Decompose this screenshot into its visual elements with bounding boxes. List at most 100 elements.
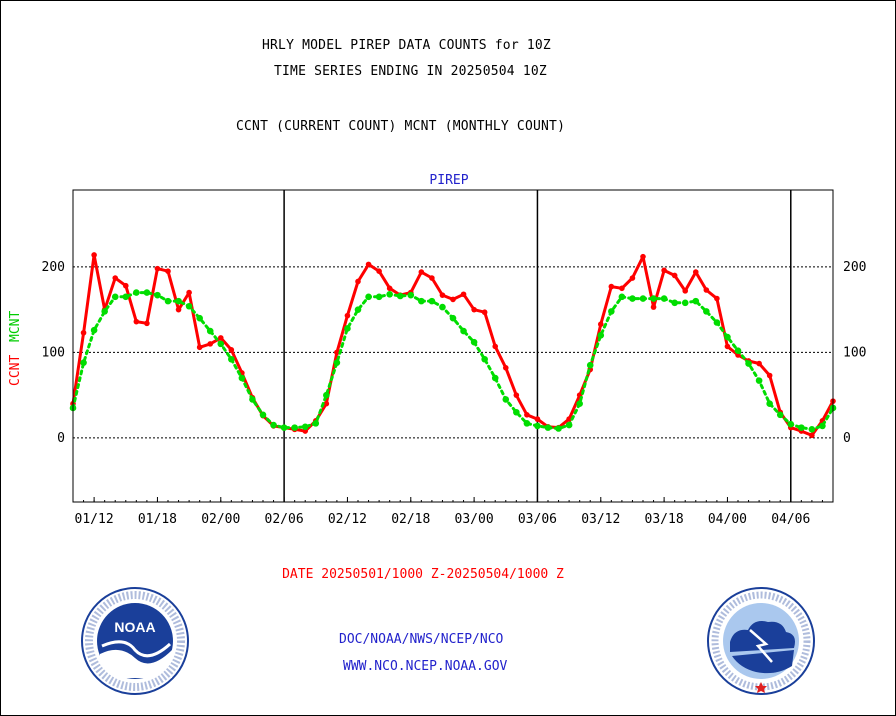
noaa-logo-text: NOAA [114,619,155,635]
footer-website[interactable]: WWW.NCO.NCEP.NOAA.GOV [343,659,508,674]
plot-border [72,189,834,503]
point-ccnt [80,329,87,336]
point-ccnt [703,287,710,293]
point-ccnt [144,320,150,327]
point-mcnt [418,297,425,305]
point-mcnt [386,290,393,298]
point-mcnt [154,291,161,299]
point-ccnt [175,306,182,313]
x-tick-label: 03/12 [581,512,620,527]
point-mcnt [122,293,130,301]
ticks-layer: 0 0 100 100 200 200 01/12 01/18 02/00 02/06 02/12 0… [42,260,867,527]
point-mcnt [703,308,710,315]
grid-layer [73,190,833,502]
point-mcnt [312,420,320,427]
chart-title: PIREP [429,173,468,188]
point-ccnt [196,344,203,351]
point-mcnt [354,306,362,313]
x-tick-label: 01/12 [75,512,114,527]
point-mcnt [143,289,151,296]
point-mcnt [80,359,87,366]
point-mcnt [755,377,763,384]
y-axis-label-group: CCNT MCNT [8,311,23,386]
point-mcnt [555,425,562,432]
point-mcnt [90,326,98,334]
point-mcnt [396,292,404,300]
y-tick-label-right: 100 [843,345,866,360]
point-ccnt [112,275,119,281]
point-mcnt [618,293,626,301]
point-mcnt [713,319,721,326]
point-ccnt [450,296,456,303]
point-ccnt [228,347,235,353]
y-axis-label-mcnt: MCNT [8,311,23,342]
x-tick-label: 04/06 [771,512,810,527]
point-mcnt [333,359,341,366]
point-ccnt [133,318,140,325]
point-mcnt [439,303,446,311]
point-mcnt [217,340,225,348]
y-tick-label-left: 100 [42,345,65,360]
title-line-2: TIME SERIES ENDING IN 20250504 10Z [274,64,547,79]
point-mcnt [481,355,488,363]
point-ccnt [809,432,815,439]
point-ccnt [217,335,224,341]
point-mcnt [734,347,742,355]
point-ccnt [597,321,604,328]
point-ccnt [207,341,214,347]
point-ccnt [481,309,488,316]
point-ccnt [91,252,97,258]
title-line-1: HRLY MODEL PIREP DATA COUNTS for 10Z [262,38,551,53]
point-mcnt [133,289,140,296]
point-ccnt [513,392,520,398]
point-ccnt [460,291,467,298]
x-tick-label: 04/00 [708,512,747,527]
point-mcnt [766,400,773,407]
point-mcnt [576,400,583,407]
point-ccnt [566,416,572,422]
x-tick-label: 01/18 [138,512,177,527]
point-ccnt [682,288,689,294]
point-ccnt [386,285,393,292]
point-ccnt [534,416,541,422]
point-mcnt [639,295,647,302]
x-tick-label: 02/00 [201,512,240,527]
point-mcnt [724,333,731,341]
point-mcnt [323,391,330,399]
point-mcnt [428,297,436,305]
point-mcnt [460,327,467,335]
point-mcnt [175,297,182,305]
point-ccnt [629,275,636,281]
point-mcnt [101,308,108,315]
point-mcnt [280,424,288,431]
y-tick-label-left: 0 [57,431,65,446]
point-mcnt [745,360,752,367]
point-mcnt [301,423,309,431]
point-mcnt [819,422,826,430]
point-mcnt [513,408,520,416]
point-mcnt [365,293,372,301]
point-mcnt [491,374,499,382]
point-mcnt [196,314,203,322]
point-mcnt [259,411,267,419]
point-mcnt [270,421,277,429]
point-ccnt [724,343,731,350]
point-mcnt [787,420,795,428]
point-mcnt [185,302,193,310]
point-ccnt [524,412,530,418]
point-ccnt [650,304,657,310]
point-ccnt [714,295,720,302]
point-mcnt [228,355,235,363]
noaa-logo: NOAA [81,587,189,695]
point-ccnt [756,360,762,367]
point-mcnt [206,327,214,335]
point-ccnt [608,283,615,290]
nws-logo [707,587,815,695]
point-mcnt [407,291,415,299]
point-mcnt [344,325,351,332]
point-ccnt [766,372,773,379]
footer-agency: DOC/NOAA/NWS/NCEP/NCO [339,632,504,647]
point-mcnt [502,396,510,403]
point-mcnt [650,295,657,302]
